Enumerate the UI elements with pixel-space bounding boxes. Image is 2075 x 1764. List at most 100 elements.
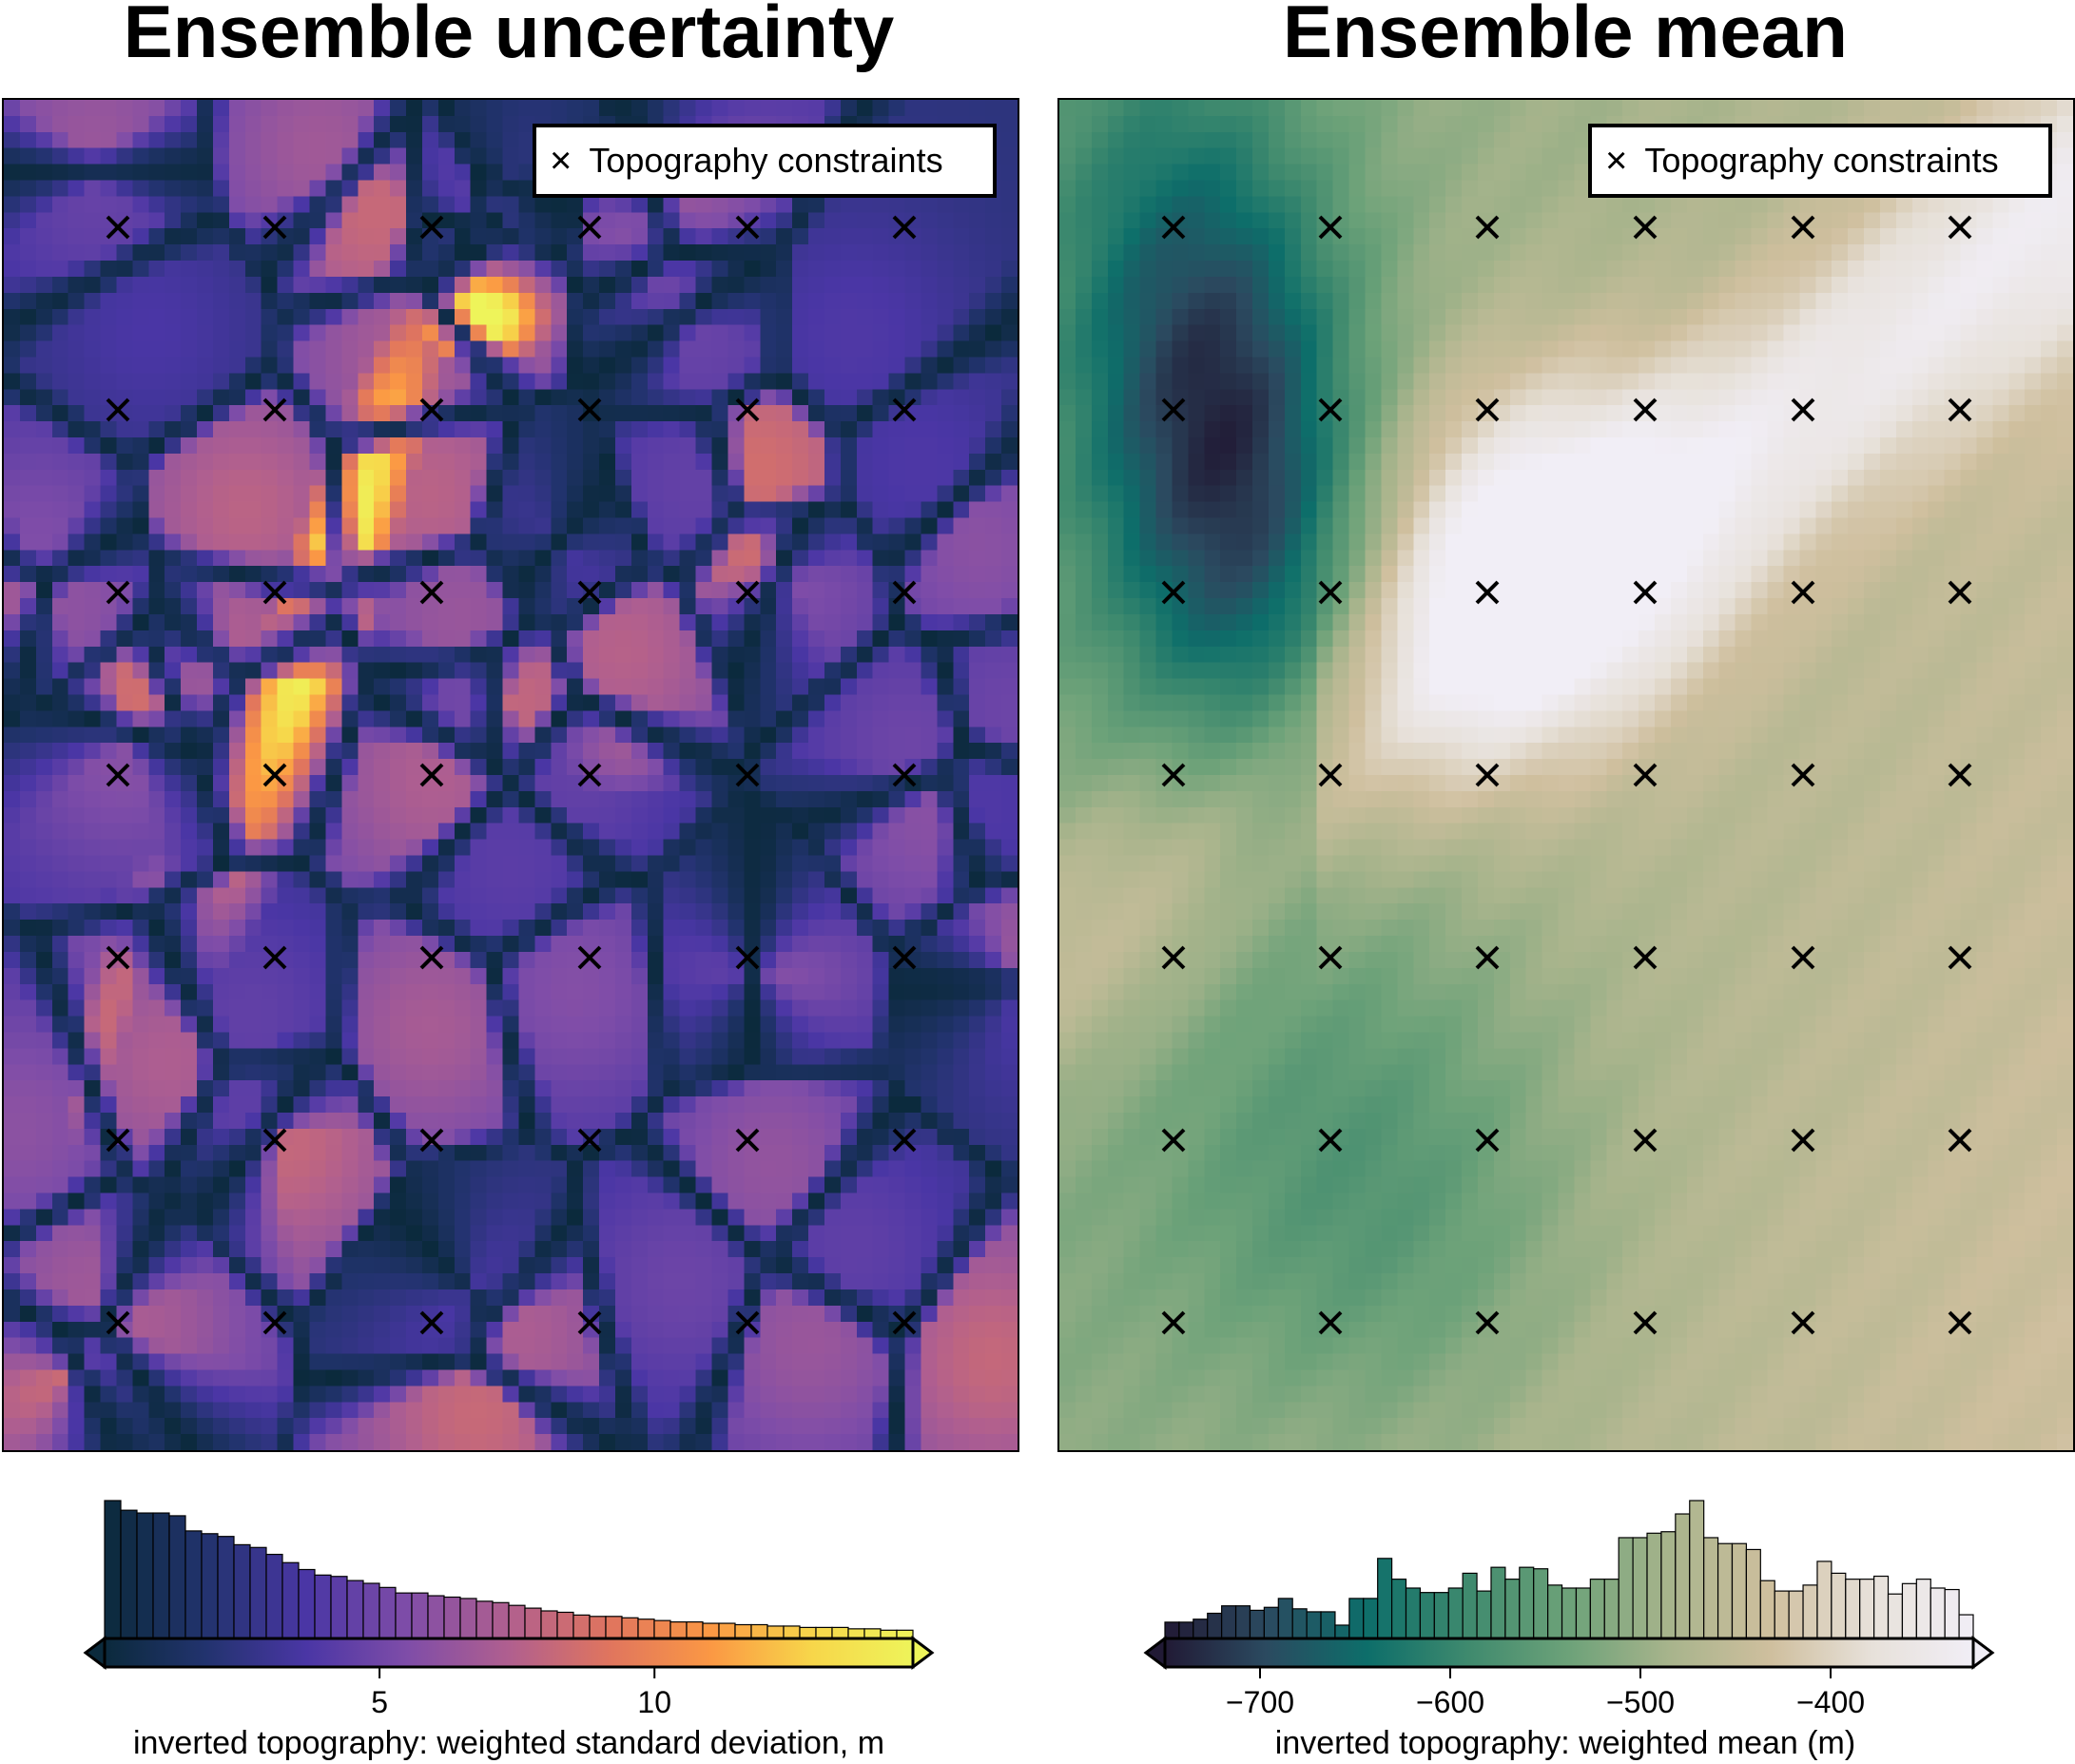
- constraint-marker: [892, 1128, 917, 1153]
- histogram-bar: [362, 1582, 380, 1639]
- constraint-marker: [106, 215, 130, 240]
- histogram-bar: [783, 1625, 801, 1639]
- histogram-bar: [265, 1553, 283, 1639]
- histogram-bar: [1802, 1584, 1818, 1639]
- histogram-bar: [1774, 1590, 1790, 1639]
- constraint-marker: [1791, 1310, 1815, 1335]
- histogram-bar: [1519, 1566, 1535, 1639]
- constraint-marker: [1633, 763, 1658, 787]
- histogram-bar: [346, 1580, 364, 1639]
- constraint-marker: [1318, 1310, 1343, 1335]
- histogram-bar: [1788, 1590, 1804, 1639]
- constraint-marker: [1633, 580, 1658, 605]
- histogram-bar: [1164, 1621, 1180, 1639]
- histogram-bar: [281, 1561, 300, 1639]
- constraint-marker: [1161, 215, 1186, 240]
- histogram-bar: [524, 1607, 542, 1639]
- colorbar-extend-min: [1143, 1636, 1167, 1670]
- constraint-marker-icon: ×: [550, 140, 572, 182]
- histogram-bar: [831, 1626, 849, 1639]
- histogram-bar: [443, 1596, 461, 1639]
- colorbar-tick-label: −400: [1796, 1685, 1865, 1719]
- histogram-bar: [1689, 1500, 1705, 1639]
- constraint-marker: [106, 1310, 130, 1335]
- histogram-bar: [669, 1621, 688, 1639]
- histogram-bar: [1419, 1592, 1435, 1639]
- constraint-marker: [262, 580, 287, 605]
- histogram-bar: [1348, 1598, 1365, 1639]
- histogram-bar: [508, 1604, 526, 1639]
- histogram-bar: [1675, 1513, 1691, 1639]
- constraint-marker: [419, 1128, 444, 1153]
- constraint-marker: [106, 763, 130, 787]
- histogram-bar: [475, 1600, 494, 1639]
- histogram-bar: [1716, 1542, 1734, 1639]
- histogram-bar: [1859, 1579, 1875, 1639]
- constraint-marker: [892, 945, 917, 970]
- constraint-marker: [1161, 763, 1186, 787]
- histogram-bar: [1547, 1584, 1563, 1639]
- histogram-bar: [1476, 1590, 1492, 1639]
- constraint-marker: [1318, 215, 1343, 240]
- histogram-bar: [1221, 1605, 1237, 1639]
- histogram-bar: [411, 1592, 429, 1639]
- histogram-bar: [1731, 1542, 1748, 1639]
- histogram-bar: [1277, 1598, 1293, 1639]
- constraint-marker: [1318, 945, 1343, 970]
- constraint-marker: [1791, 580, 1815, 605]
- histogram-bar: [1462, 1572, 1478, 1639]
- histogram-bar: [799, 1626, 817, 1639]
- constraint-marker: [1948, 1128, 1972, 1153]
- histogram-bar: [605, 1616, 623, 1639]
- mean-title: Ensemble mean: [1283, 0, 1848, 73]
- histogram-bar: [734, 1623, 752, 1639]
- constraint-marker: [892, 397, 917, 422]
- constraint-marker: [1948, 397, 1972, 422]
- histogram-bar: [847, 1628, 865, 1639]
- constraint-marker: [1633, 397, 1658, 422]
- constraint-marker: [892, 580, 917, 605]
- constraint-marker: [1948, 1310, 1972, 1335]
- histogram-bar: [217, 1536, 235, 1639]
- constraint-marker: [1475, 945, 1500, 970]
- histogram-bar: [427, 1595, 445, 1639]
- histogram-bar: [863, 1628, 882, 1639]
- histogram-bar: [1745, 1548, 1761, 1639]
- constraint-marker: [419, 397, 444, 422]
- constraint-marker: [1633, 945, 1658, 970]
- constraint-marker: [577, 945, 602, 970]
- colorbar-extend-max: [911, 1636, 935, 1670]
- constraint-marker: [577, 763, 602, 787]
- constraint-marker: [1318, 580, 1343, 605]
- histogram-bar: [1504, 1579, 1521, 1639]
- histogram-bar: [136, 1512, 154, 1639]
- histogram-bar: [120, 1509, 138, 1639]
- constraint-marker: [1791, 1128, 1815, 1153]
- histogram-bar: [1291, 1608, 1308, 1639]
- constraint-marker: [1475, 763, 1500, 787]
- histogram-bar: [766, 1625, 785, 1639]
- constraint-marker: [106, 1128, 130, 1153]
- constraint-marker: [262, 1310, 287, 1335]
- mean-colorbar-label: inverted topography: weighted mean (m): [1274, 1725, 1856, 1761]
- histogram-bar: [1944, 1588, 1960, 1639]
- histogram-bar: [1589, 1579, 1605, 1639]
- constraint-marker: [735, 397, 760, 422]
- uncertainty-constraint-markers: [106, 215, 917, 1335]
- constraint-marker: [1475, 1128, 1500, 1153]
- constraint-marker: [577, 1310, 602, 1335]
- histogram-bar: [1575, 1587, 1591, 1639]
- histogram-bar: [1320, 1611, 1336, 1639]
- histogram-bar: [1390, 1579, 1407, 1639]
- constraint-marker: [577, 1128, 602, 1153]
- constraint-marker: [106, 945, 130, 970]
- histogram-bar: [1816, 1560, 1833, 1639]
- histogram-bar: [1958, 1614, 1974, 1639]
- histogram-bar: [702, 1622, 720, 1639]
- constraint-marker: [1161, 1310, 1186, 1335]
- histogram-bar: [1845, 1579, 1861, 1639]
- colorbar-gradient: [103, 1637, 915, 1669]
- histogram-bar: [718, 1622, 736, 1639]
- colorbar-tick-label: −700: [1226, 1685, 1294, 1719]
- histogram-bar: [184, 1530, 203, 1639]
